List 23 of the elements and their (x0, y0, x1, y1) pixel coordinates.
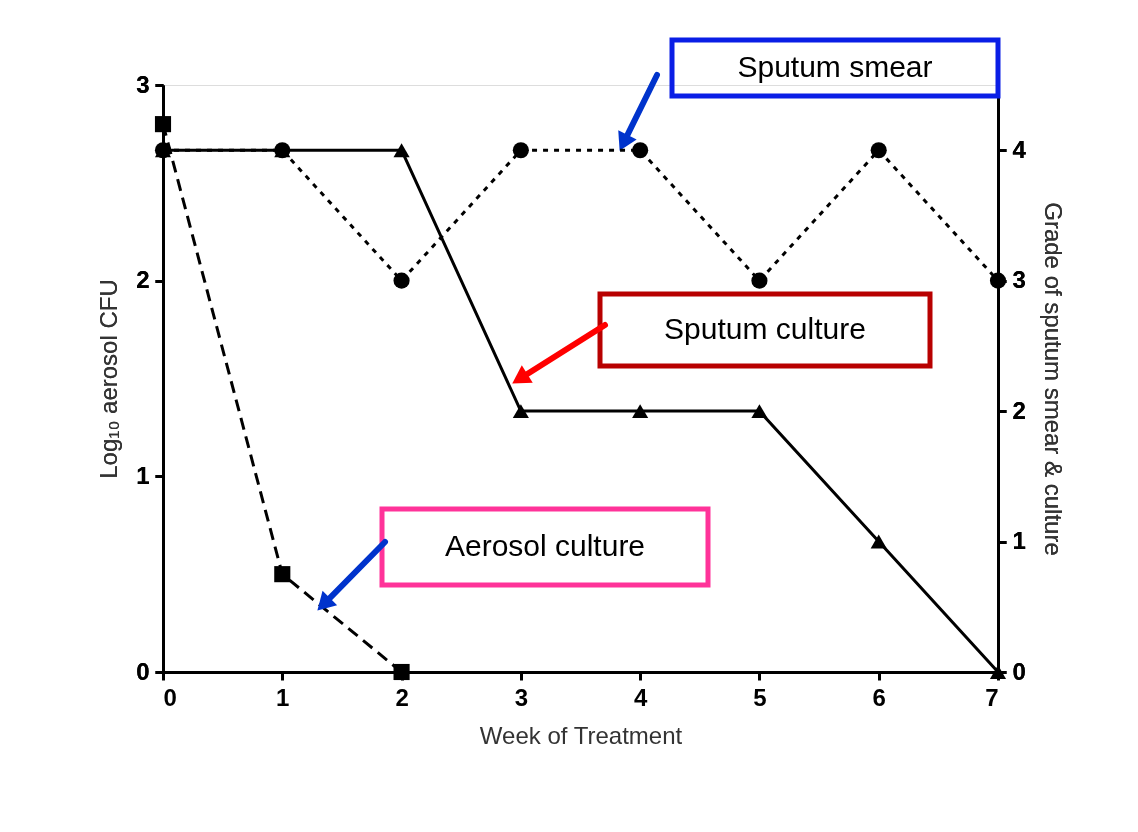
annotation: Aerosol culture (444, 529, 646, 562)
y-axis-title: Log₁₀ aerosol CFU (95, 279, 123, 479)
y-tick-label: 0 (136, 657, 150, 685)
y2-tick-label: 0 (1012, 657, 1026, 685)
x-tick-label: 4 (633, 683, 648, 711)
text: Sputum smear (737, 50, 933, 83)
annotation: Sputum culture (664, 312, 866, 345)
x-tick-label: 0 (163, 683, 177, 711)
y-tick-label: 1 (136, 461, 150, 489)
x-tick-label: 5 (753, 683, 767, 711)
y2-tick-label: 1 (1012, 527, 1026, 555)
y-tick-label: 2 (136, 266, 150, 294)
x-tick-label: 1 (276, 683, 290, 711)
x-tick-label: 3 (514, 683, 529, 711)
y-tick-label: 3 (136, 70, 150, 98)
x-axis-title: Week of Treatment (479, 721, 683, 749)
x-tick-label: 2 (395, 683, 409, 711)
y2-axis-title: Grade of sputum smear & culture (1039, 202, 1067, 556)
x-tick-label: 7 (985, 683, 999, 711)
x-tick-label: 6 (872, 683, 886, 711)
y2-tick-label: 3 (1012, 266, 1026, 294)
y2-tick-label: 4 (1012, 135, 1027, 163)
y2-tick-label: 2 (1012, 396, 1026, 424)
